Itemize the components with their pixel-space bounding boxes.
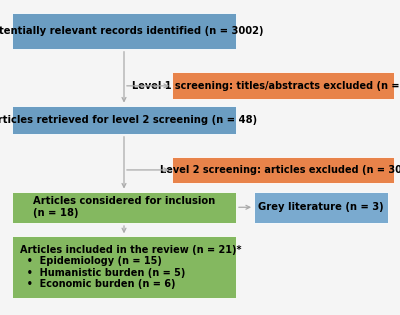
- FancyBboxPatch shape: [172, 72, 394, 99]
- FancyBboxPatch shape: [12, 236, 236, 298]
- Text: Articles included in the review (n = 21)*
  •  Epidemiology (n = 15)
  •  Humani: Articles included in the review (n = 21)…: [20, 244, 242, 289]
- Text: Level 2 screening: articles excluded (n = 30): Level 2 screening: articles excluded (n …: [160, 165, 400, 175]
- Text: Level 1 screening: titles/abstracts excluded (n = 2954): Level 1 screening: titles/abstracts excl…: [132, 81, 400, 91]
- FancyBboxPatch shape: [12, 106, 236, 134]
- Text: Potentially relevant records identified (n = 3002): Potentially relevant records identified …: [0, 26, 263, 36]
- Text: Articles considered for inclusion
(n = 18): Articles considered for inclusion (n = 1…: [33, 197, 215, 218]
- FancyBboxPatch shape: [172, 157, 394, 183]
- FancyBboxPatch shape: [12, 13, 236, 49]
- FancyBboxPatch shape: [12, 192, 236, 223]
- FancyBboxPatch shape: [254, 192, 388, 223]
- Text: Grey literature (n = 3): Grey literature (n = 3): [258, 202, 384, 212]
- Text: Articles retrieved for level 2 screening (n = 48): Articles retrieved for level 2 screening…: [0, 115, 258, 125]
